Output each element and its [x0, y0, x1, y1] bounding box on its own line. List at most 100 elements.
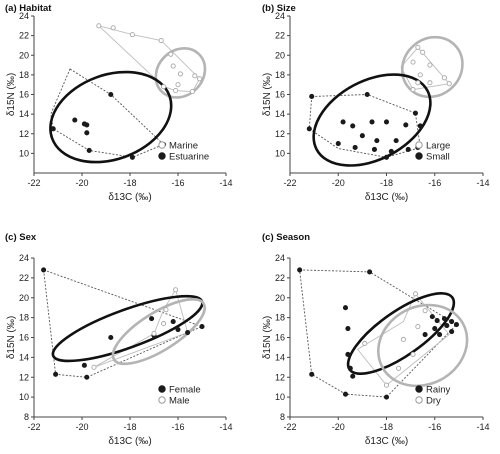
point-rainy	[449, 319, 455, 325]
hull-dry	[356, 292, 450, 386]
y-tick-label: 22	[275, 31, 285, 41]
point-marine	[189, 89, 195, 95]
point-female	[170, 319, 176, 325]
point-rainy	[429, 314, 435, 320]
point-marine	[170, 63, 176, 69]
y-tick-label: 12	[19, 129, 29, 139]
point-estuarine	[72, 117, 78, 123]
y-tick-label: 18	[275, 70, 285, 80]
x-axis-label: δ13C (‰)	[365, 436, 408, 447]
point-marine	[175, 82, 181, 88]
legend-marker-dry	[415, 396, 423, 404]
y-tick-label: 12	[275, 129, 285, 139]
y-tick-label: 20	[19, 50, 29, 60]
ellipse-rainy	[346, 292, 456, 376]
point-marine	[173, 88, 179, 94]
point-female	[175, 326, 181, 333]
legend-label-small: Small	[426, 152, 450, 163]
y-tick-label: 16	[19, 333, 29, 343]
point-dry	[383, 382, 390, 388]
point-marine	[158, 37, 164, 44]
point-rainy	[367, 269, 373, 275]
point-estuarine	[50, 126, 56, 132]
point-dry	[400, 336, 406, 343]
point-large	[441, 75, 447, 81]
x-tick-label: -16	[171, 422, 184, 432]
y-tick-label: 24	[275, 253, 285, 263]
point-dry	[396, 365, 402, 371]
point-large	[427, 62, 433, 68]
x-tick-label: -14	[219, 178, 232, 188]
point-rainy	[342, 305, 349, 311]
point-marine	[177, 71, 183, 77]
point-small	[340, 119, 346, 125]
y-tick-label: 12	[275, 372, 285, 382]
point-marine	[110, 25, 116, 31]
panel-1: (a) Habitat -22 -20 -18 -16 -14 10 12 14 16 18 20 22…	[5, 3, 233, 203]
legend-label-estuarine: Estuarine	[169, 152, 209, 163]
hull-marine	[98, 25, 201, 93]
point-small	[306, 126, 312, 132]
point-rainy	[309, 371, 315, 377]
point-small	[405, 146, 411, 152]
x-tick-label: -20	[332, 178, 345, 188]
point-small	[412, 110, 419, 116]
hull-rainy	[299, 269, 458, 398]
point-small	[403, 122, 409, 128]
ellipse-male	[111, 298, 206, 366]
y-tick-label: 14	[19, 109, 29, 119]
y-tick-label: 14	[275, 352, 285, 362]
x-tick-label: -18	[123, 178, 136, 188]
legend-marker-large	[415, 141, 423, 149]
point-large	[417, 72, 423, 78]
panel-4: (c) Season -22 -20 -18 -16 -14 8 10 12 14 16 18 20 22…	[262, 232, 490, 447]
legend-marker-marine	[158, 141, 166, 149]
y-tick-label: 10	[275, 392, 285, 402]
point-male	[173, 287, 179, 293]
point-marine	[168, 51, 174, 57]
point-small	[309, 93, 315, 100]
panel-title: (c) Sex	[5, 232, 37, 243]
y-tick-label: 16	[275, 90, 285, 100]
point-rainy	[342, 391, 349, 397]
point-small	[369, 119, 375, 125]
ellipse-dry	[377, 303, 469, 388]
point-large	[415, 44, 421, 50]
x-tick-label: -16	[171, 178, 184, 188]
point-large	[415, 80, 421, 86]
point-large	[446, 81, 452, 87]
x-axis-label: δ13C (‰)	[108, 436, 151, 447]
y-axis-label: δ15N (‰)	[6, 316, 17, 359]
panel-2: (b) Size -22 -20 -18 -16 -14 10 12 14 16 18 20 22 24 δ…	[262, 3, 490, 203]
point-marine	[192, 73, 198, 79]
y-tick-label: 14	[19, 352, 29, 362]
y-tick-label: 16	[19, 90, 29, 100]
point-marine	[161, 84, 167, 90]
point-rainy	[350, 373, 356, 379]
point-rainy	[347, 365, 353, 371]
x-tick-label: -18	[380, 178, 393, 188]
point-large	[410, 87, 416, 93]
x-tick-label: -22	[27, 178, 40, 188]
point-small	[335, 141, 341, 147]
hull-small	[308, 94, 421, 158]
point-male	[163, 307, 169, 313]
point-dry	[415, 324, 421, 330]
point-small	[388, 148, 394, 154]
point-rainy	[444, 323, 450, 329]
y-tick-label: 12	[19, 372, 29, 382]
y-tick-label: 18	[19, 70, 29, 80]
x-tick-label: -14	[219, 422, 232, 432]
point-rainy	[441, 316, 447, 322]
point-small	[371, 146, 377, 152]
y-axis-label: δ15N (‰)	[262, 73, 273, 116]
y-tick-label: 10	[275, 148, 285, 158]
legend-label-male: Male	[169, 396, 190, 407]
y-tick-label: 10	[19, 392, 29, 402]
point-rainy	[449, 328, 455, 335]
point-estuarine	[108, 91, 114, 98]
y-tick-label: 8	[280, 412, 285, 422]
legend-label-rainy: Rainy	[426, 385, 451, 396]
point-female	[108, 334, 114, 341]
point-rainy	[422, 331, 428, 338]
